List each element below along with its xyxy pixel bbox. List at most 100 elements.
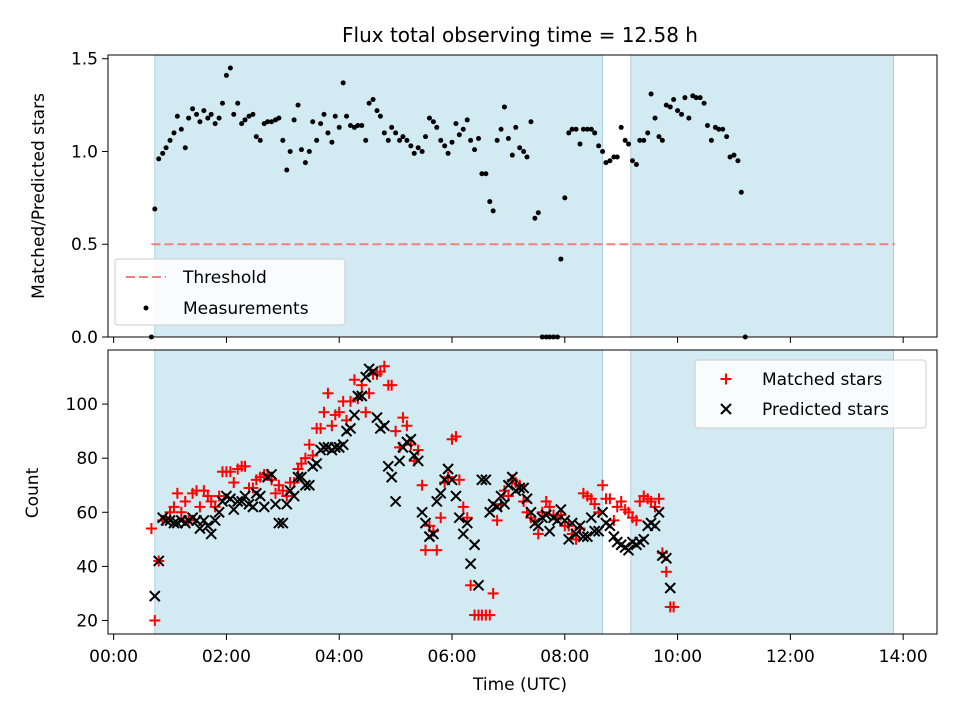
predicted-point-13: [198, 514, 210, 527]
measurement-point-29: [257, 137, 263, 143]
measurement-point-74: [426, 115, 432, 121]
matched-point-64: [386, 379, 398, 391]
measurement-point-14: [201, 108, 207, 114]
predicted-point-12: [194, 522, 206, 535]
measurement-point-141: [679, 111, 685, 117]
measurement-point-132: [645, 130, 651, 136]
predicted-point-75: [431, 495, 443, 508]
y-tick-label-1-0: 20: [76, 611, 98, 631]
predicted-point-99: [521, 493, 533, 505]
matched-point-57: [360, 406, 372, 418]
measurement-point-102: [532, 215, 538, 221]
x-tick-label-4: 08:00: [540, 647, 589, 667]
predicted-point-61: [378, 420, 391, 432]
measurement-point-49: [332, 113, 338, 119]
predicted-point-65: [393, 455, 406, 467]
predicted-point-130: [638, 533, 650, 546]
matched-point-134: [649, 501, 661, 513]
measurement-point-15: [205, 115, 211, 121]
measurement-point-40: [298, 147, 304, 153]
ratio-legend-box: [114, 258, 346, 326]
predicted-point-97: [513, 482, 526, 494]
measurement-point-127: [626, 141, 632, 147]
matched-point-139: [668, 601, 680, 613]
measurement-point-58: [366, 100, 372, 106]
predicted-legend-marker: [720, 403, 732, 415]
measurement-point-39: [295, 102, 301, 108]
threshold-legend-label: Threshold: [182, 268, 267, 288]
matched-point-91: [487, 587, 499, 599]
matched-point-67: [397, 412, 409, 424]
measurement-point-149: [708, 137, 714, 143]
matched-point-103: [532, 528, 544, 540]
predicted-point-15: [205, 528, 217, 540]
predicted-point-50: [337, 438, 349, 451]
predicted-point-22: [232, 495, 244, 508]
measurement-point-62: [381, 130, 387, 136]
measurement-point-9: [182, 145, 188, 151]
measurement-point-63: [385, 137, 391, 143]
predicted-point-85: [468, 539, 481, 551]
measurement-point-111: [566, 130, 572, 136]
predicted-legend-label: Predicted stars: [762, 400, 889, 420]
predicted-point-119: [596, 506, 609, 518]
measurement-point-100: [524, 154, 530, 160]
measurement-point-34: [276, 115, 282, 121]
matched-point-1: [149, 614, 161, 626]
predicted-point-100: [525, 506, 537, 518]
measurement-point-155: [731, 152, 737, 158]
predicted-point-111: [566, 517, 578, 529]
measurement-point-69: [408, 143, 414, 149]
matched-point-129: [630, 514, 642, 526]
matched-point-27: [247, 482, 259, 494]
measurement-point-134: [652, 115, 658, 121]
predicted-point-133: [649, 520, 661, 532]
matched-point-77: [435, 512, 447, 524]
measurement-point-136: [659, 137, 665, 143]
measurement-point-19: [219, 100, 225, 106]
measurement-point-91: [490, 208, 496, 214]
predicted-point-94: [502, 479, 515, 491]
measurement-point-124: [614, 154, 620, 160]
count-plot-frame: [107, 349, 938, 635]
measurement-point-96: [509, 152, 515, 158]
matched-point-65: [390, 425, 402, 437]
matched-point-62: [378, 360, 390, 372]
matched-point-53: [344, 395, 356, 407]
measurement-point-93: [498, 126, 504, 132]
measurement-point-116: [584, 126, 590, 132]
measurement-point-23: [235, 100, 241, 106]
matched-point-118: [589, 498, 601, 510]
x-tick-label-0: 00:00: [89, 647, 138, 667]
predicted-point-29: [258, 501, 270, 513]
measurement-point-89: [483, 171, 489, 177]
measurement-point-35: [280, 137, 286, 143]
matched-point-18: [213, 490, 225, 502]
measurement-point-25: [242, 117, 248, 123]
measurement-point-114: [577, 141, 583, 147]
matched-point-90: [484, 609, 496, 621]
predicted-point-40: [299, 479, 312, 491]
measurement-point-11: [190, 106, 196, 112]
predicted-point-58: [367, 365, 379, 378]
matched-legend-label: Matched stars: [762, 370, 882, 390]
predicted-point-54: [352, 390, 364, 402]
matched-point-22: [228, 477, 240, 489]
predicted-point-18: [216, 495, 229, 508]
ratio-panel: 0.0 0.5 1.0 1.5 Matched/Predicted stars Thr…: [29, 50, 938, 348]
predicted-point-43: [310, 457, 323, 470]
predicted-point-136: [660, 552, 673, 564]
measurement-point-146: [697, 95, 703, 101]
predicted-point-104: [540, 509, 552, 521]
measurement-point-72: [419, 148, 425, 154]
predicted-point-91: [491, 501, 503, 513]
measurement-point-36: [284, 167, 290, 173]
predicted-point-1: [153, 555, 165, 567]
predicted-point-26: [247, 501, 259, 513]
measurement-point-51: [340, 80, 346, 86]
measurement-point-126: [622, 137, 628, 143]
chart-title: Flux total observing time = 12.58 h: [342, 23, 698, 47]
measurement-point-64: [389, 124, 395, 130]
predicted-point-83: [461, 517, 473, 529]
measurement-point-71: [415, 145, 421, 151]
